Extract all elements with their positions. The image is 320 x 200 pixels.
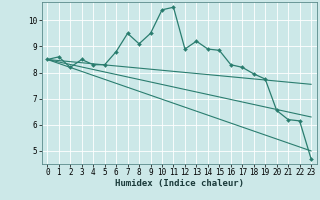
- X-axis label: Humidex (Indice chaleur): Humidex (Indice chaleur): [115, 179, 244, 188]
